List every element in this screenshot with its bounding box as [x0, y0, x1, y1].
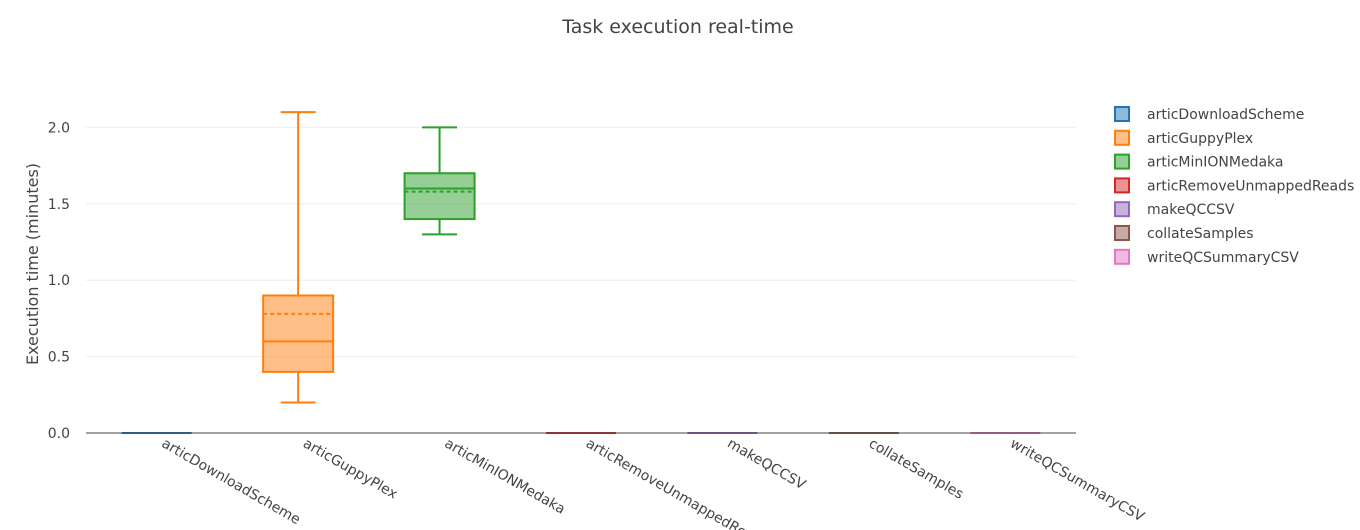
legend-swatch — [1114, 201, 1130, 218]
legend-item-makeQCCSV[interactable]: makeQCCSV — [1114, 201, 1235, 218]
legend-item-collateSamples[interactable]: collateSamples — [1114, 225, 1254, 242]
legend-swatch — [1114, 129, 1130, 146]
box-iqr — [403, 172, 476, 221]
legend-label: articRemoveUnmappedReads — [1147, 178, 1354, 194]
grid — [86, 126, 1076, 358]
legend-label: articGuppyPlex — [1147, 131, 1253, 147]
legend-swatch — [1114, 225, 1130, 241]
legend-label: collateSamples — [1147, 226, 1254, 242]
y-tick-label: 1.5 — [48, 197, 70, 213]
legend-swatch — [1114, 248, 1130, 265]
plot-area — [121, 111, 1041, 434]
legend-label: articMinIONMedaka — [1147, 155, 1283, 171]
legend-label: articDownloadScheme — [1147, 107, 1304, 123]
legend-item-articGuppyPlex[interactable]: articGuppyPlex — [1114, 129, 1253, 147]
y-axis-label: Execution time (minutes) — [23, 163, 42, 365]
legend-item-writeQCSummaryCSV[interactable]: writeQCSummaryCSV — [1114, 248, 1299, 266]
legend-swatch — [1114, 177, 1130, 194]
legend[interactable]: articDownloadScheme articGuppyPlex articMi… — [1114, 106, 1354, 266]
legend-swatch — [1114, 106, 1130, 122]
chart-title: Task execution real-time — [561, 16, 793, 38]
legend-item-articDownloadScheme[interactable]: articDownloadScheme — [1114, 106, 1304, 123]
legend-label: makeQCCSV — [1147, 202, 1235, 218]
x-tick-label: collateSamples — [866, 436, 966, 503]
y-tick-label: 0.5 — [48, 350, 70, 366]
box-articGuppyPlex[interactable] — [262, 111, 335, 404]
y-axis: 0.0 0.5 1.0 1.5 2.0 — [48, 120, 70, 442]
x-tick-label: articGuppyPlex — [300, 436, 400, 503]
box-articMinIONMedaka[interactable] — [403, 126, 476, 236]
y-tick-label: 1.0 — [48, 273, 70, 289]
x-tick-label: articDownloadScheme — [159, 436, 303, 529]
y-tick-label: 2.0 — [48, 120, 70, 136]
y-tick-label: 0.0 — [48, 426, 70, 442]
legend-item-articRemoveUnmappedReads[interactable]: articRemoveUnmappedReads — [1114, 177, 1354, 194]
box-iqr — [262, 294, 335, 373]
legend-swatch — [1114, 153, 1130, 170]
legend-label: writeQCSummaryCSV — [1147, 250, 1299, 266]
x-tick-label: writeQCSummaryCSV — [1007, 436, 1147, 526]
legend-item-articMinIONMedaka[interactable]: articMinIONMedaka — [1114, 153, 1283, 171]
x-tick-label: articMinIONMedaka — [442, 436, 568, 518]
x-tick-label: makeQCCSV — [724, 436, 808, 494]
